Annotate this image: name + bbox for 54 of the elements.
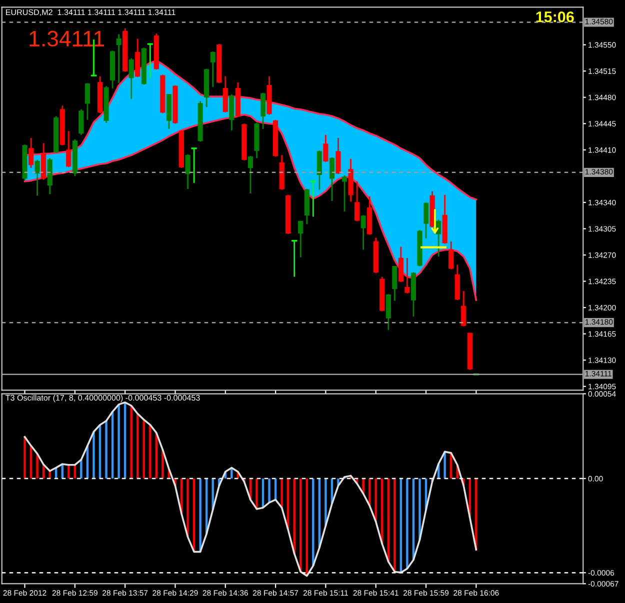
candlestick xyxy=(34,158,40,196)
candlestick xyxy=(423,202,429,240)
candlestick xyxy=(392,266,398,302)
text: 15:06 xyxy=(536,11,574,22)
bar xyxy=(186,478,189,537)
bar xyxy=(36,454,38,479)
candlestick xyxy=(342,174,348,212)
candlestick xyxy=(78,108,84,136)
candlestick xyxy=(185,154,190,190)
bar xyxy=(24,436,26,479)
candlestick xyxy=(66,130,72,168)
candlestick xyxy=(360,214,366,250)
candlestick xyxy=(248,155,253,194)
candlestick xyxy=(84,82,90,121)
candlestick xyxy=(323,134,328,163)
bar xyxy=(312,478,314,566)
bar xyxy=(268,478,270,503)
line-series xyxy=(24,401,478,577)
bar xyxy=(256,478,258,509)
candlestick xyxy=(128,58,134,100)
bar xyxy=(105,420,108,479)
candlestick xyxy=(210,50,216,88)
bar xyxy=(394,478,396,572)
candlestick xyxy=(298,220,304,258)
candlestick xyxy=(354,180,360,222)
bar xyxy=(199,478,202,552)
bar xyxy=(130,406,132,479)
candlestick xyxy=(404,257,410,294)
candlestick xyxy=(116,34,122,84)
bar xyxy=(406,478,408,569)
candlestick xyxy=(329,156,335,202)
candlestick xyxy=(461,290,466,328)
bar xyxy=(400,478,402,573)
chart-title: T3 Oscillator (17, 8, 0.40000000) -0.000453 -0.000453 xyxy=(6,394,200,402)
bar xyxy=(418,478,421,540)
candlestick xyxy=(386,293,391,331)
chart-title: EURUSD,M2 1.34111 1.34111 1.34111 1.34111 xyxy=(6,9,176,16)
annotation: 1.34111 xyxy=(30,30,104,47)
candlestick xyxy=(260,92,266,130)
candlestick xyxy=(448,240,454,270)
bar xyxy=(92,432,95,479)
bar xyxy=(475,478,478,550)
line-series xyxy=(24,114,478,301)
bar xyxy=(280,478,283,508)
bar xyxy=(118,404,120,479)
candlestick xyxy=(436,219,442,258)
candlestick xyxy=(28,137,34,169)
bar xyxy=(324,478,327,526)
candlestick xyxy=(222,76,228,114)
candlestick xyxy=(398,246,404,283)
candlestick xyxy=(336,137,341,175)
bar xyxy=(80,460,82,479)
bar xyxy=(444,452,446,479)
candlestick xyxy=(316,150,322,190)
